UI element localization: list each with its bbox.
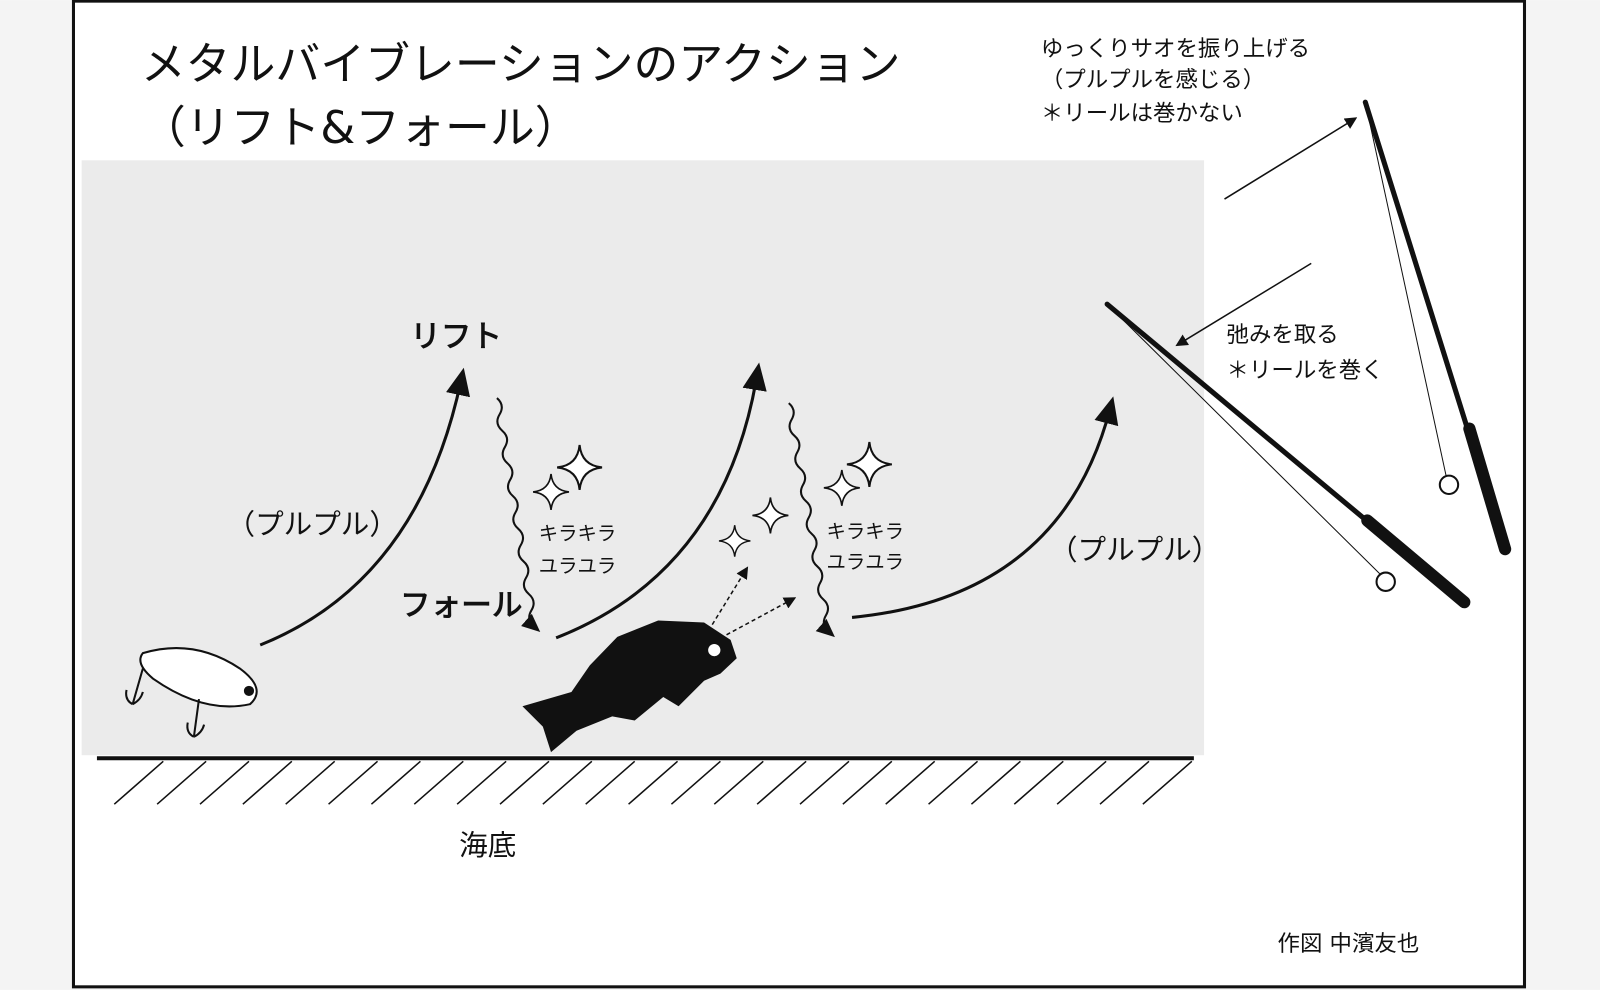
fall-label: フォール [400,588,522,623]
purupuru-label: （プルプル） [1049,532,1220,566]
rod-grip [1361,514,1471,609]
hatch-line [242,760,293,805]
hatch-line [285,760,336,805]
lift-arrow [555,362,767,640]
line [1364,101,1448,481]
arrows [259,117,1358,647]
rod-note: ＊リールは巻かない [1041,101,1243,127]
hatch-line [499,760,550,805]
hatch-line [799,760,850,805]
hatch-line [756,760,807,805]
hatch-line [199,760,250,805]
hatch-line [413,760,464,805]
hatch-line [970,760,1021,805]
sparkle [718,525,751,557]
sparkle-label: ユラユラ [539,555,617,578]
slack-note: 弛みを取る [1227,322,1339,348]
lure [125,647,258,738]
lift-arrow [259,367,471,647]
hatch-line [370,760,421,805]
hatch-line [456,760,507,805]
hatch-line [113,760,164,805]
slack-note: ＊リールを巻く [1227,358,1384,384]
hatch-line [928,760,979,805]
sparkle-label: ユラユラ [827,550,905,573]
hatch-line [885,760,936,805]
fish [522,620,737,753]
sparkles [532,441,892,557]
seabed-label: 海底 [459,828,516,862]
lift-arrow [851,396,1119,619]
lift-label: リフト [410,320,502,355]
sparkle [752,497,789,534]
note-arrow [1175,262,1312,347]
fish-eye [708,643,721,657]
rod-note: （プルプルを感じる） [1041,67,1265,93]
fall-wave [788,402,835,638]
purupuru-label: （プルプル） [227,507,398,541]
look-arrow [711,566,749,625]
sparkle [823,469,860,506]
sparkle-label: キラキラ [539,522,617,545]
hatch-line [670,760,721,805]
hatch-line [542,760,593,805]
reel [1438,474,1460,496]
hatch-line [1056,760,1107,805]
rod-grip [1463,422,1512,556]
hatch-line [628,760,679,805]
hatch-line [1013,760,1064,805]
hatch-line [713,760,764,805]
hatch-line [1099,760,1150,805]
note-arrow [1224,117,1358,200]
sparkle [846,441,892,487]
title-line: メタルバイブレーションのアクション [141,38,901,91]
hatch-line [585,760,636,805]
seabed-hatch [113,760,1193,805]
fall-wave [496,397,541,633]
reel [1375,571,1396,592]
rods [1104,99,1512,609]
sparkle-label: キラキラ [827,520,905,543]
sparkle [532,473,570,510]
credit: 作図 中濱友也 [1278,931,1420,957]
hatch-line [1142,760,1193,805]
line [1106,303,1384,578]
hatch-line [842,760,893,805]
look-arrow [726,597,797,636]
title-line: （リフト&フォール） [141,101,580,154]
rod-note: ゆっくりサオを振り上げる [1041,36,1310,62]
hatch-line [156,760,207,805]
hatch-line [328,760,379,805]
sparkle [557,444,603,491]
